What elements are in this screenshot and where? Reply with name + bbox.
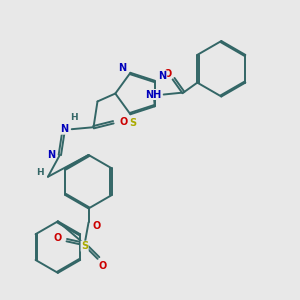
Text: H: H [36, 168, 44, 177]
Text: O: O [98, 261, 106, 271]
Text: O: O [92, 221, 101, 231]
Text: O: O [119, 117, 128, 127]
Text: S: S [81, 241, 88, 251]
Text: O: O [164, 69, 172, 79]
Text: N: N [47, 150, 55, 160]
Text: H: H [70, 113, 77, 122]
Text: NH: NH [146, 89, 162, 100]
Text: S: S [129, 118, 136, 128]
Text: N: N [159, 71, 167, 81]
Text: N: N [118, 63, 127, 73]
Text: N: N [60, 124, 68, 134]
Text: O: O [54, 233, 62, 243]
